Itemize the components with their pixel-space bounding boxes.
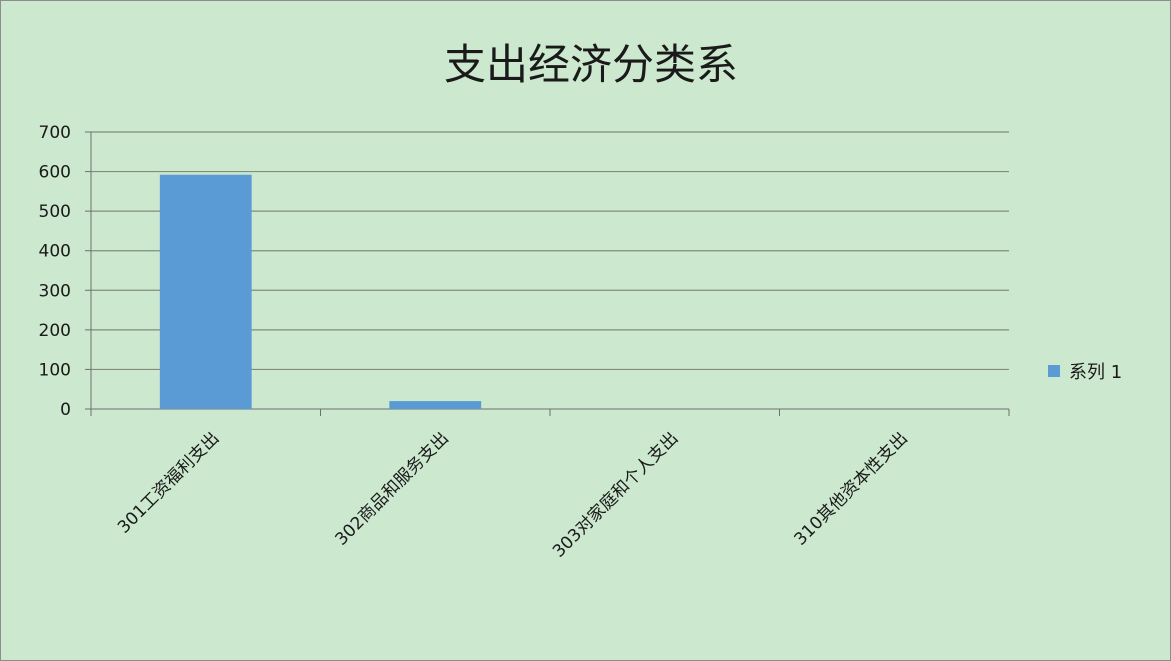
- x-tick-label: 310其他资本性支出: [791, 428, 912, 549]
- y-tick-labels: 0 100 200 300 400 500 600 700: [39, 123, 71, 420]
- y-tick-label: 700: [39, 123, 71, 143]
- y-tick-label: 0: [60, 400, 71, 420]
- y-tick-label: 500: [39, 202, 71, 222]
- legend-label: 系列 1: [1069, 362, 1122, 383]
- x-tick-label: 301工资福利支出: [114, 428, 223, 537]
- y-tick-label: 300: [39, 281, 71, 301]
- y-tick-label: 600: [39, 163, 71, 183]
- y-tick-label: 100: [39, 360, 71, 380]
- x-tick-label: 302商品和服务支出: [332, 428, 453, 549]
- bars: [159, 174, 482, 409]
- y-tick-label: 400: [39, 242, 71, 262]
- bar: [389, 401, 482, 409]
- legend-swatch: [1048, 365, 1060, 377]
- x-tick-labels: 301工资福利支出 302商品和服务支出 303对家庭和个人支出 310其他资本性支出: [114, 428, 912, 561]
- legend: 系列 1: [1048, 362, 1122, 383]
- bar: [159, 174, 252, 409]
- x-tick-label: 303对家庭和个人支出: [549, 428, 682, 561]
- y-tick-label: 200: [39, 321, 71, 341]
- chart-title: 支出经济分类系: [444, 40, 738, 89]
